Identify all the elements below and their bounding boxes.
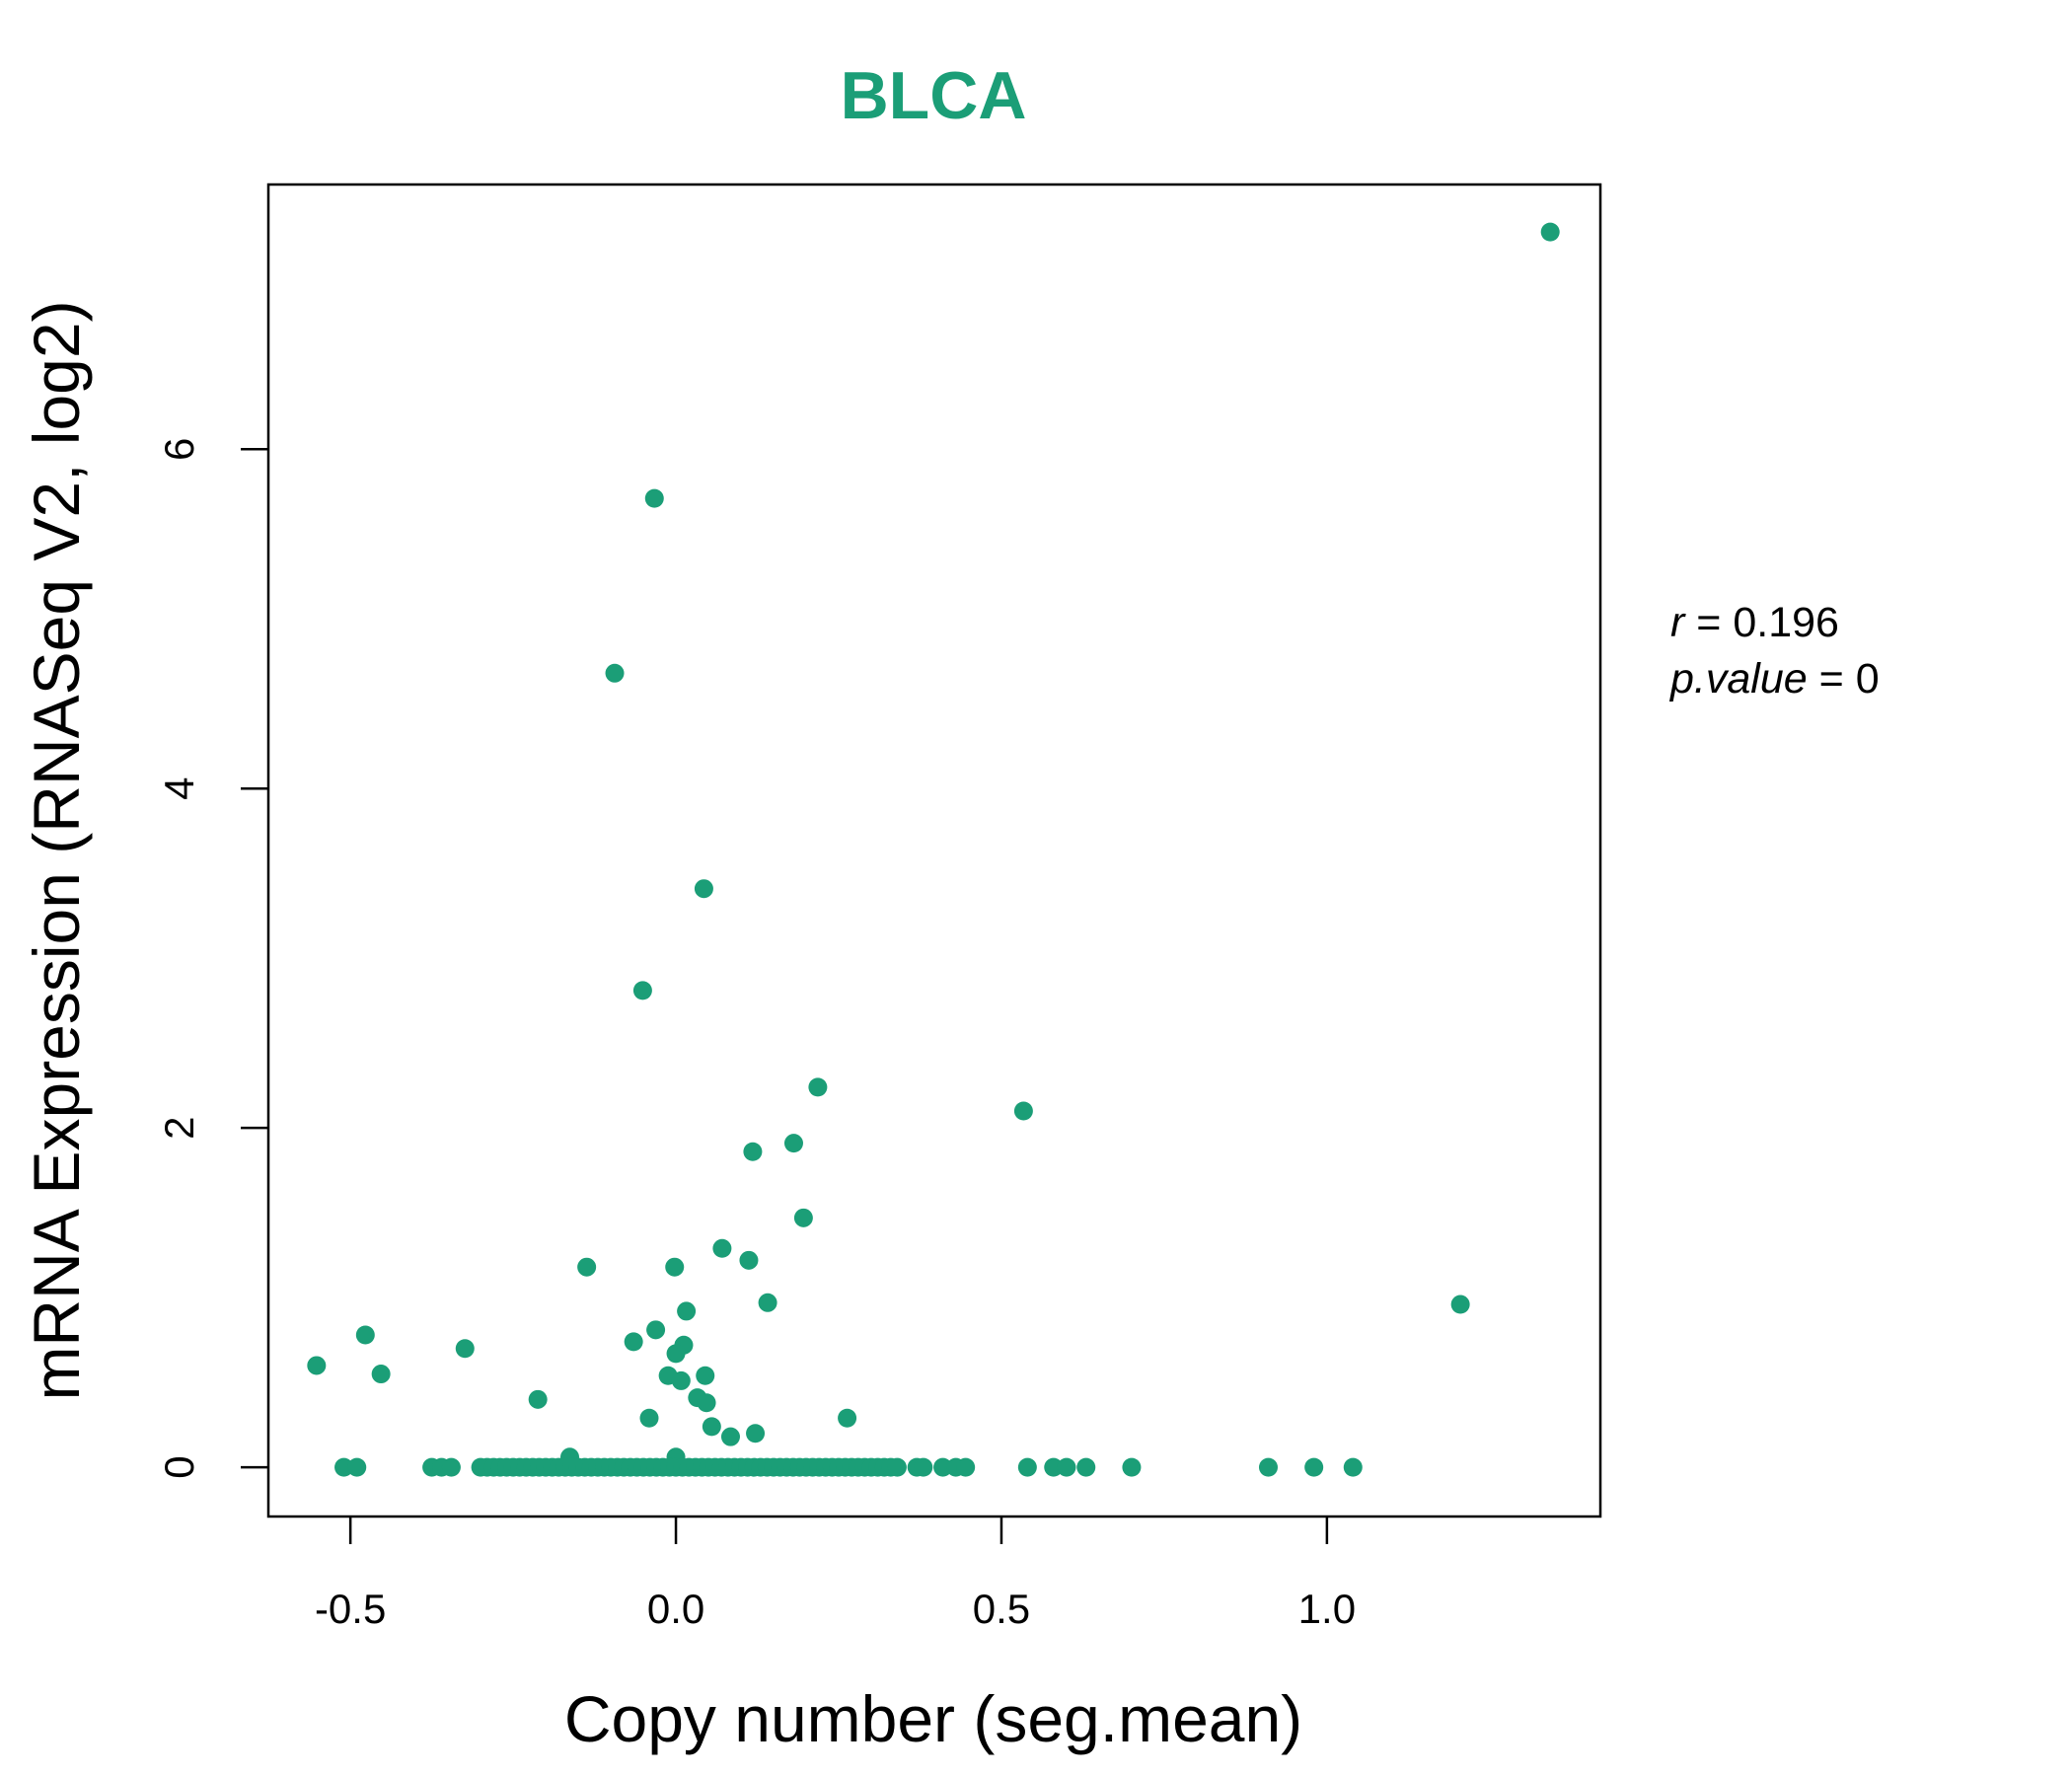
x-tick-label: -0.5 (315, 1586, 386, 1632)
data-point (639, 1408, 659, 1428)
data-point (1540, 222, 1560, 242)
x-tick-label: 0.5 (973, 1586, 1030, 1632)
x-axis: -0.5 0.0 0.5 1.0 (315, 1517, 1356, 1632)
y-tick-label: 0 (156, 1455, 202, 1478)
data-point (441, 1457, 461, 1477)
data-point (347, 1457, 367, 1477)
y-axis: 0 2 4 6 (156, 438, 268, 1479)
data-point (1122, 1457, 1142, 1477)
data-point (1013, 1101, 1033, 1121)
data-point (696, 1366, 715, 1385)
data-point (758, 1293, 777, 1312)
data-point (887, 1457, 907, 1477)
data-point (793, 1208, 813, 1227)
data-point (528, 1389, 548, 1409)
data-point (933, 1457, 953, 1477)
data-point (624, 1332, 643, 1352)
plot-frame (266, 183, 1602, 1518)
y-axis-label: mRNA Expression (RNASeq V2, log2) (20, 300, 93, 1400)
data-point (720, 1427, 740, 1446)
data-point (605, 663, 625, 683)
x-tick-label: 1.0 (1298, 1586, 1356, 1632)
data-point (1017, 1457, 1037, 1477)
data-point (1343, 1457, 1363, 1477)
x-tick-label: 0.0 (647, 1586, 704, 1632)
data-point (1304, 1457, 1324, 1477)
data-point (808, 1077, 828, 1097)
data-point (712, 1238, 732, 1258)
pvalue-annotation: p.value = 0 (1668, 655, 1880, 703)
y-tick-label: 2 (156, 1116, 202, 1139)
data-point (914, 1457, 933, 1477)
points-layer (307, 222, 1560, 1477)
data-point (371, 1365, 391, 1384)
data-point (1044, 1457, 1064, 1477)
chart-title: BLCA (841, 58, 1027, 133)
data-point (1076, 1457, 1096, 1477)
data-point (697, 1393, 716, 1413)
correlation-annotation: r = 0.196 (1670, 599, 1839, 646)
data-point (577, 1257, 597, 1277)
data-point (671, 1370, 691, 1390)
data-point (307, 1356, 327, 1375)
data-point (665, 1257, 685, 1277)
p-label: p.value (1668, 655, 1808, 703)
data-point (644, 488, 664, 508)
data-point (1057, 1457, 1076, 1477)
r-value: 0.196 (1733, 599, 1839, 646)
data-point (956, 1457, 976, 1477)
data-point (838, 1408, 857, 1428)
p-value: 0 (1856, 655, 1880, 703)
data-point (677, 1301, 697, 1321)
data-point (666, 1344, 686, 1364)
y-tick-label: 4 (156, 777, 202, 800)
data-point (694, 879, 713, 899)
data-point (783, 1134, 803, 1153)
data-point (646, 1320, 666, 1340)
data-point (702, 1417, 721, 1437)
data-point (1450, 1295, 1470, 1314)
data-point (743, 1142, 763, 1161)
data-point (1258, 1457, 1278, 1477)
data-point (632, 981, 652, 1000)
data-point (455, 1339, 475, 1359)
r-label: r (1670, 599, 1686, 646)
x-axis-label: Copy number (seg.mean) (564, 1682, 1302, 1755)
y-tick-label: 6 (156, 438, 202, 461)
data-point (334, 1457, 354, 1477)
data-point (355, 1325, 375, 1345)
data-point (746, 1424, 766, 1443)
data-point (739, 1250, 759, 1270)
